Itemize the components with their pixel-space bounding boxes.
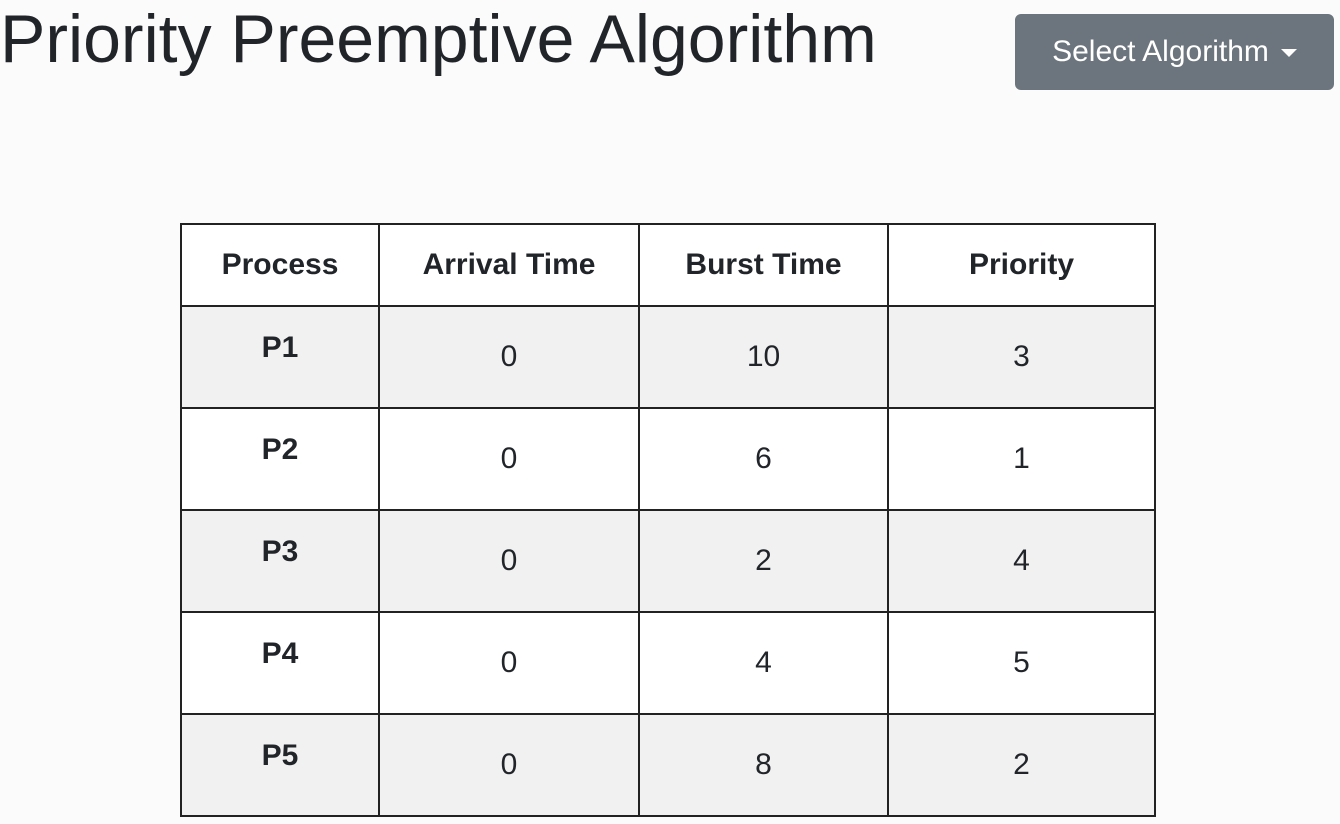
process-name: P3: [180, 509, 380, 613]
priority: 4: [887, 509, 1156, 613]
priority: 3: [887, 305, 1156, 409]
arrival-time: 0: [378, 509, 640, 613]
caret-down-icon: [1280, 49, 1297, 57]
column-header-priority: Priority: [887, 223, 1156, 307]
burst-time: 4: [638, 611, 889, 715]
column-header-process: Process: [180, 223, 380, 307]
arrival-time: 0: [378, 713, 640, 817]
column-header-arrival-time: Arrival Time: [378, 223, 640, 307]
arrival-time: 0: [378, 611, 640, 715]
table-row: P5 0 8 2: [180, 713, 1156, 817]
arrival-time: 0: [378, 305, 640, 409]
burst-time: 10: [638, 305, 889, 409]
table-row: P2 0 6 1: [180, 407, 1156, 511]
table-header-row: Process Arrival Time Burst Time Priority: [180, 223, 1156, 307]
priority: 2: [887, 713, 1156, 817]
table-row: P4 0 4 5: [180, 611, 1156, 715]
burst-time: 2: [638, 509, 889, 613]
process-name: P1: [180, 305, 380, 409]
process-name: P4: [180, 611, 380, 715]
burst-time: 8: [638, 713, 889, 817]
burst-time: 6: [638, 407, 889, 511]
table-row: P3 0 2 4: [180, 509, 1156, 613]
process-table: Process Arrival Time Burst Time Priority…: [180, 223, 1156, 817]
select-algorithm-label: Select Algorithm: [1052, 35, 1269, 68]
arrival-time: 0: [378, 407, 640, 511]
priority: 5: [887, 611, 1156, 715]
column-header-burst-time: Burst Time: [638, 223, 889, 307]
process-name: P2: [180, 407, 380, 511]
select-algorithm-dropdown[interactable]: Select Algorithm: [1015, 14, 1334, 90]
table-row: P1 0 10 3: [180, 305, 1156, 409]
process-name: P5: [180, 713, 380, 817]
page-title: Priority Preemptive Algorithm: [0, 1, 877, 77]
priority: 1: [887, 407, 1156, 511]
